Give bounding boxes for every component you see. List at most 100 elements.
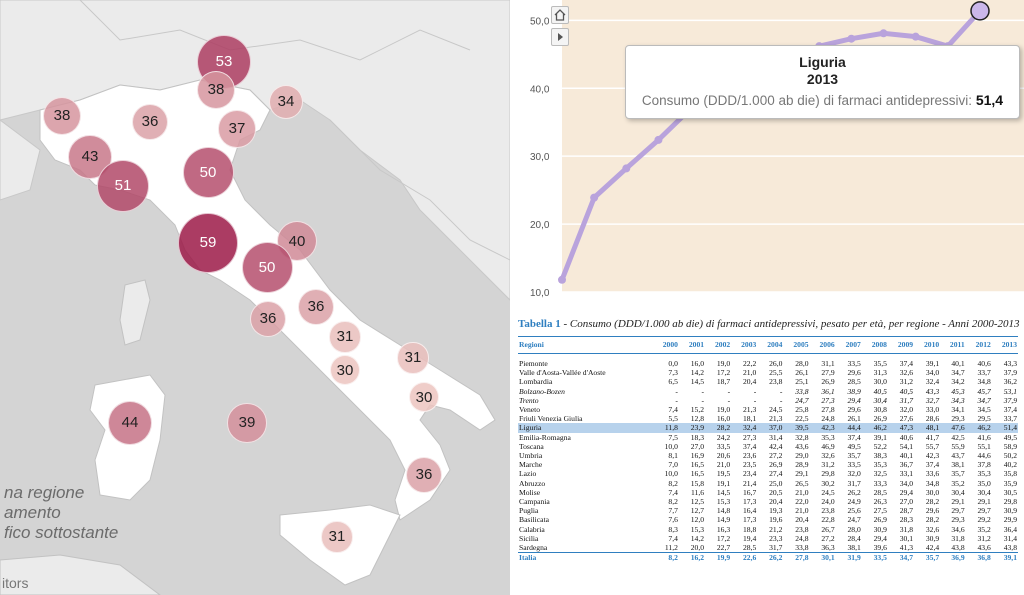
data-point[interactable] (558, 275, 566, 284)
table-region-cell: Lazio (519, 469, 537, 479)
table-value-cell: 32,6 (925, 524, 940, 534)
map-bubble[interactable]: 38 (196, 70, 236, 110)
table-value-cell: 28,4 (847, 533, 861, 543)
data-point[interactable] (970, 1, 990, 21)
table-value-cell: 34,7 (951, 368, 965, 378)
table-region-cell: Lombardia (519, 377, 553, 387)
table-value-cell: 33,7 (977, 368, 991, 378)
table-value-cell: 26,2 (757, 552, 784, 563)
table-value-cell: 26,7 (821, 524, 835, 534)
map-bubble[interactable]: 30 (330, 355, 360, 385)
play-button[interactable] (551, 28, 569, 46)
table-value-cell: 26,9 (873, 414, 887, 424)
table-value-cell: 8,2 (652, 552, 679, 563)
table-value-cell: 28,9 (795, 460, 809, 470)
map-bubble[interactable]: 31 (321, 521, 353, 553)
table-value-cell: 39,1 (991, 552, 1018, 563)
map-bubble[interactable]: 34 (268, 84, 304, 120)
map-bubble-label: 40 (288, 232, 306, 250)
data-point[interactable] (654, 135, 663, 144)
table-value-cell: 35,0 (977, 478, 991, 488)
table-region-cell: Bolzano-Bozen (519, 386, 565, 396)
data-point[interactable] (590, 193, 599, 202)
bubble-map[interactable]: 53 38 34 38 36 37 43 51 50 59 40 50 36 36 31 30 31 30 44 39… (0, 0, 510, 595)
map-bubble[interactable]: 50 (182, 146, 234, 198)
table-value-cell: 34,0 (899, 478, 914, 488)
data-point[interactable] (911, 32, 920, 41)
y-tick-label: 10,0 (530, 288, 550, 299)
data-point[interactable] (879, 29, 888, 38)
map-bubble[interactable]: 38 (42, 96, 82, 136)
y-tick-label: 30,0 (530, 152, 550, 163)
table-value-cell: 34,1 (951, 405, 965, 415)
table-row: Molise 7,4 11,6 14,5 16,7 20,5 21,0 24,5 26,2 28,… (518, 488, 1018, 497)
table-value-cell: 29,4 (899, 487, 914, 497)
table-row: Emilia-Romagna 7,5 18,3 24,2 27,3 31,4 32,8 35,… (518, 433, 1018, 442)
map-bubble[interactable]: 31 (397, 342, 429, 374)
home-button[interactable] (551, 6, 569, 24)
table-value-cell: 17,2 (716, 533, 731, 543)
table-value-cell: 42,5 (951, 432, 965, 442)
map-bubble[interactable]: 37 (218, 110, 256, 148)
table-value-cell: 11,8 (652, 423, 679, 433)
table-value-cell: 46,2 (965, 423, 992, 433)
table-value-cell: 29,7 (977, 506, 991, 516)
table-value-cell: 26,1 (795, 368, 809, 378)
table-value-cell: 29,0 (795, 451, 809, 461)
table-value-cell: 33,5 (847, 359, 861, 368)
table-value-cell: 17,3 (743, 497, 757, 507)
table-value-cell: 28,6 (925, 414, 940, 424)
table-value-cell: 20,4 (743, 377, 757, 387)
table-value-cell: 27,3 (821, 395, 835, 405)
map-bubble-label: 37 (228, 120, 246, 138)
table-region-cell: Abruzzo (519, 478, 546, 488)
table-value-cell: 31,3 (873, 368, 887, 378)
table-value-cell: 28,2 (925, 515, 940, 525)
map-bubble[interactable]: 40 (276, 220, 318, 262)
map-bubble[interactable]: 36 (249, 300, 287, 338)
table-value-cell: 29,8 (1003, 497, 1017, 507)
map-bubble[interactable]: 44 (107, 400, 153, 446)
map-bubble[interactable]: 36 (131, 103, 169, 141)
table-value-cell: 16,5 (690, 469, 705, 479)
table-value-cell: 33,7 (1003, 414, 1017, 424)
map-bubble[interactable]: 36 (297, 288, 335, 326)
chart-tooltip: Liguria 2013 Consumo (DDD/1.000 ab die) … (625, 45, 1020, 119)
table-value-cell: 30,9 (1003, 506, 1017, 516)
tooltip-year: 2013 (806, 71, 839, 87)
table-value-cell: 37,9 (1003, 395, 1017, 405)
table-header-cell: 2003 (731, 336, 758, 354)
table-value-cell: 33,5 (861, 552, 888, 563)
table-value-cell: 46,9 (821, 441, 835, 451)
table-value-cell: 21,0 (716, 460, 731, 470)
table-value-cell: 25,6 (847, 506, 861, 516)
table-value-cell: 29,3 (951, 515, 965, 525)
table-value-cell: 30,9 (925, 533, 940, 543)
table-value-cell: 43,3 (925, 386, 940, 396)
map-bubble[interactable]: 31 (329, 321, 361, 353)
table-value-cell: 34,0 (925, 368, 940, 378)
table-row: Umbria 8,1 16,9 20,6 23,6 27,2 29,0 32,6 35,7 38,… (518, 451, 1018, 460)
table-row: Bolzano-Bozen - - - - - 33,8 36,1 38,9 40,5 40,5 43… (518, 387, 1018, 396)
map-bubble[interactable]: 50 (241, 241, 293, 293)
table-value-cell: 32,5 (873, 469, 887, 479)
data-point[interactable] (622, 164, 631, 173)
map-bubble[interactable]: 36 (405, 456, 443, 494)
table-value-cell: 35,3 (873, 460, 887, 470)
table-value-cell: 22,7 (716, 543, 731, 553)
line-chart[interactable]: 10,0 20,0 30,0 40,0 50,0 Liguria 2013 Consum… (512, 0, 1024, 300)
table-region-cell: Piemonte (519, 359, 548, 368)
table-value-cell: 43,8 (1003, 543, 1017, 553)
data-point[interactable] (847, 34, 856, 43)
table-row: Trento - - - - - 24,7 27,3 29,4 30,4 31,7 32,7 34,3 3… (518, 396, 1018, 405)
table-region-cell: Puglia (519, 506, 539, 516)
table-value-cell: 23,5 (743, 460, 757, 470)
map-bubble[interactable]: 51 (96, 159, 150, 213)
map-bubble[interactable]: 39 (227, 403, 267, 443)
table-value-cell: 20,0 (690, 543, 705, 553)
table-value-cell: 15,3 (690, 524, 705, 534)
map-bubble[interactable]: 30 (409, 382, 439, 412)
table-value-cell: 40,6 (977, 359, 991, 368)
table-value-cell: 26,9 (873, 515, 887, 525)
map-bubble[interactable]: 59 (177, 212, 239, 274)
